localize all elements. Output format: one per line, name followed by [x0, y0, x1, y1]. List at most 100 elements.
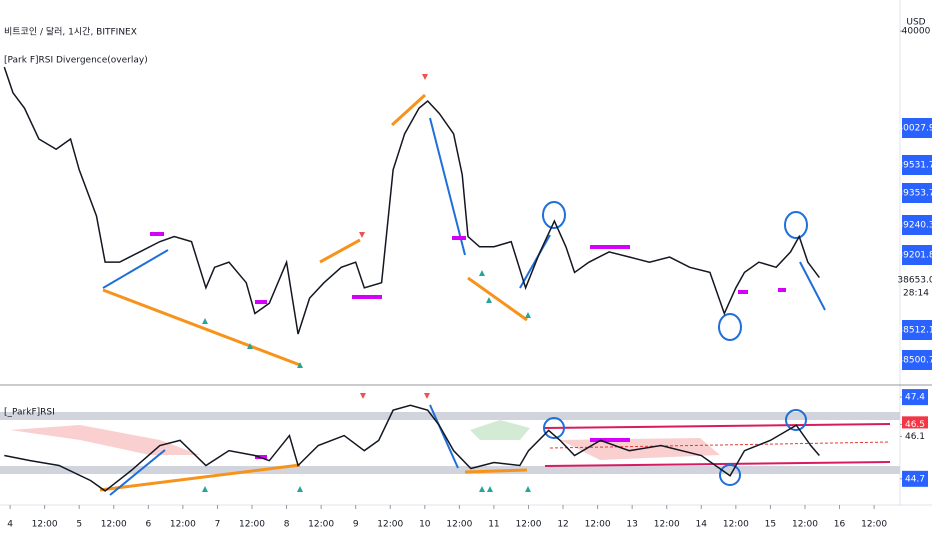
triangle	[360, 393, 366, 399]
cloud	[10, 425, 200, 455]
y-tick-label: 44.7	[905, 474, 925, 484]
x-tick-label: 15	[765, 520, 776, 530]
circle	[542, 201, 566, 229]
marker	[255, 300, 267, 304]
marker	[452, 236, 466, 240]
x-tick-label: 13	[626, 520, 637, 530]
rsi-lower-band	[0, 466, 900, 474]
trend-line	[390, 93, 427, 127]
x-tick-label: 5	[76, 520, 82, 530]
trend-line	[467, 276, 528, 322]
triangle	[202, 318, 208, 324]
y-tick-label: 40000	[902, 27, 931, 37]
triangle	[422, 74, 428, 80]
y-tick-label: 46.1	[905, 432, 925, 442]
price-tag-bg	[902, 350, 932, 370]
trend-line	[519, 234, 551, 289]
marker	[150, 232, 164, 236]
trend-line	[109, 449, 166, 496]
x-tick-label: 12:00	[792, 520, 818, 530]
price-tag: 39353.7	[897, 189, 932, 199]
trend-line	[464, 468, 528, 474]
price-tag: 38512.1	[897, 326, 932, 336]
price-tag: 38653.0	[897, 276, 932, 286]
indicator-title: [Park F]RSI Divergence(overlay)	[4, 56, 148, 66]
down-triangles	[359, 74, 430, 399]
price-tag: 39240.3	[897, 221, 932, 231]
triangle	[297, 486, 303, 492]
triangle	[525, 486, 531, 492]
y-tick-bg	[902, 428, 928, 445]
price-tag-bg	[902, 320, 932, 340]
y-tick-bg	[902, 470, 928, 487]
triangle	[424, 393, 430, 399]
price-tag-bg	[902, 118, 932, 138]
channel-line	[544, 461, 891, 467]
triangle	[479, 486, 485, 492]
x-tick-label: 12:00	[585, 520, 611, 530]
trend-line	[799, 261, 826, 311]
circle	[543, 417, 565, 439]
marker	[590, 438, 630, 442]
x-tick-label: 12:00	[308, 520, 334, 530]
channel-line	[544, 423, 891, 429]
countdown: 28:14	[903, 289, 929, 299]
trend-line	[102, 249, 169, 289]
x-tick-label: 8	[284, 520, 290, 530]
circle	[718, 313, 742, 341]
x-tick-label: 12:00	[446, 520, 472, 530]
x-tick-label: 12:00	[101, 520, 127, 530]
triangle	[359, 232, 365, 238]
x-tick-label: 7	[215, 520, 221, 530]
y-tick-label: 47.4	[905, 393, 925, 403]
x-tick-label: 12:00	[723, 520, 749, 530]
x-tick-label: 12	[557, 520, 568, 530]
x-tick-label: 10	[419, 520, 431, 530]
rsi-title: [_ParkF]RSI	[4, 408, 55, 418]
trend-line	[429, 117, 466, 256]
circle	[785, 409, 807, 431]
triangle	[297, 362, 303, 368]
marker	[778, 288, 786, 292]
price-tag: 38500.7	[897, 356, 932, 366]
x-tick-label: 6	[145, 520, 151, 530]
x-tick-label: 14	[696, 520, 708, 530]
price-tag: 39201.8	[897, 251, 932, 261]
x-tick-label: 12:00	[654, 520, 680, 530]
triangle	[202, 486, 208, 492]
triangle	[525, 312, 531, 318]
price-tag: 39531.7	[897, 161, 932, 171]
triangles	[202, 270, 531, 492]
x-tick-label: 12:00	[170, 520, 196, 530]
trend-line	[99, 463, 301, 492]
x-tick-label: 4	[7, 520, 13, 530]
y-tick-label: 46.5	[905, 420, 925, 430]
annotations	[99, 93, 826, 496]
x-tick-label: 12:00	[239, 520, 265, 530]
price-tag-bg	[902, 215, 932, 235]
y-tick-bg	[902, 416, 928, 433]
currency: USD	[906, 18, 925, 28]
trend-line	[102, 288, 301, 367]
price-tag-bg	[902, 183, 932, 203]
dotted-line	[549, 441, 891, 449]
price-line	[3, 66, 820, 335]
x-tick-label: 12:00	[861, 520, 887, 530]
cloud	[470, 420, 530, 440]
circle	[719, 464, 741, 486]
triangle	[247, 343, 253, 349]
circle	[784, 211, 808, 239]
triangle	[487, 486, 493, 492]
x-tick-label: 9	[353, 520, 359, 530]
rsi-upper-band	[0, 412, 900, 420]
marker	[590, 245, 630, 249]
x-tick-label: 11	[488, 520, 499, 530]
y-tick-bg	[902, 389, 928, 406]
symbol-title: 비트코인 / 달러, 1시간, BITFINEX	[4, 26, 137, 38]
triangle	[479, 270, 485, 276]
price-line	[4, 404, 820, 492]
price-tag-bg	[902, 245, 932, 265]
x-tick-label: 12:00	[377, 520, 403, 530]
x-tick-label: 12:00	[516, 520, 542, 530]
